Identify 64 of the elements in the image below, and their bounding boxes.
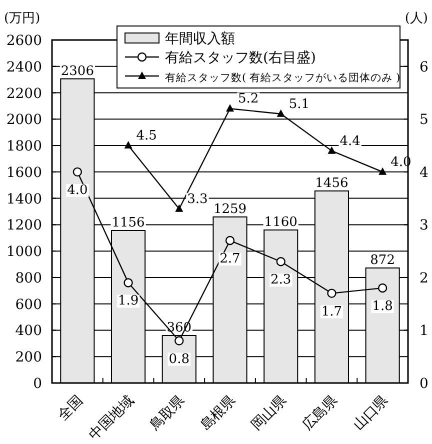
y-tick-label: 200 — [15, 350, 42, 366]
point — [124, 278, 133, 288]
point — [72, 167, 82, 177]
x-tick-label: 広島県 — [300, 392, 341, 434]
point — [276, 257, 286, 266]
legend-label: 年間収入額 — [165, 31, 235, 47]
y-tick-label: 600 — [15, 296, 42, 313]
data-label: 1160 — [264, 214, 298, 230]
point — [328, 146, 336, 154]
data-label: 2306 — [60, 64, 94, 79]
data-label: 1456 — [315, 176, 348, 191]
data-label: 1259 — [213, 202, 247, 217]
data-label: 4.4 — [340, 134, 360, 149]
y2-tick-label: 0 — [420, 376, 428, 392]
y2-tick-label: 1 — [420, 323, 428, 340]
y-tick-label: 1800 — [6, 138, 42, 155]
legend-label: 有給スタッフ数( 有給スタッフがいる団体のみ ) — [165, 71, 400, 84]
legend-label: 有給スタッフ数(右目盛) — [165, 50, 316, 66]
point — [226, 104, 234, 112]
y2-tick-label: 6 — [420, 59, 429, 76]
point — [378, 283, 388, 293]
x-tick-label: 山口県 — [350, 392, 392, 434]
y-tick-label: 1000 — [6, 244, 42, 260]
x-tick-label: 鳥取県 — [146, 392, 188, 434]
point — [124, 141, 132, 149]
data-label: 2.7 — [220, 252, 240, 267]
data-label: 872 — [370, 252, 395, 268]
y-tick-label: 400 — [15, 323, 42, 340]
x-tick-label: 島根県 — [198, 392, 239, 434]
data-label: 1.9 — [118, 294, 139, 309]
point — [225, 236, 235, 246]
point — [327, 288, 336, 298]
data-label: 4.5 — [136, 128, 157, 144]
y2-tick-label: 3 — [420, 218, 428, 234]
y-tick-label: 2600 — [6, 33, 42, 49]
x-tick-label: 中国地域 — [86, 392, 138, 444]
point — [174, 336, 184, 346]
y-tick-label: 1600 — [6, 164, 42, 181]
point — [276, 109, 285, 117]
y2-tick-label: 2 — [420, 270, 428, 286]
data-label: 0.8 — [168, 352, 190, 367]
data-label: 5.2 — [238, 92, 259, 107]
data-label: 2.3 — [270, 272, 292, 288]
y-tick-label: 2000 — [6, 112, 42, 128]
y2-tick-label: 4 — [420, 164, 429, 181]
y-tick-label: 2400 — [6, 59, 42, 76]
data-label: 1.8 — [372, 299, 393, 314]
x-tick-label: 岡山県 — [248, 392, 290, 434]
data-label: 1.7 — [321, 304, 342, 320]
y-tick-label: 1200 — [6, 218, 42, 234]
y2-tick-label: 5 — [420, 112, 428, 128]
x-tick-label: 全国 — [55, 392, 86, 424]
y-tick-label: 2200 — [6, 86, 42, 102]
y-tick-label: 800 — [15, 270, 42, 286]
data-label: 5.1 — [288, 96, 310, 112]
data-label: 1156 — [112, 215, 145, 230]
y-tick-label: 1400 — [6, 191, 42, 208]
point — [175, 204, 184, 212]
point — [378, 167, 387, 175]
data-label: 3.3 — [187, 192, 208, 207]
y-axis-title: (万円) — [4, 11, 40, 26]
y-tick-label: 0 — [33, 376, 42, 392]
y2-axis-title: (人) — [404, 11, 428, 26]
data-label: 4.0 — [67, 182, 88, 198]
